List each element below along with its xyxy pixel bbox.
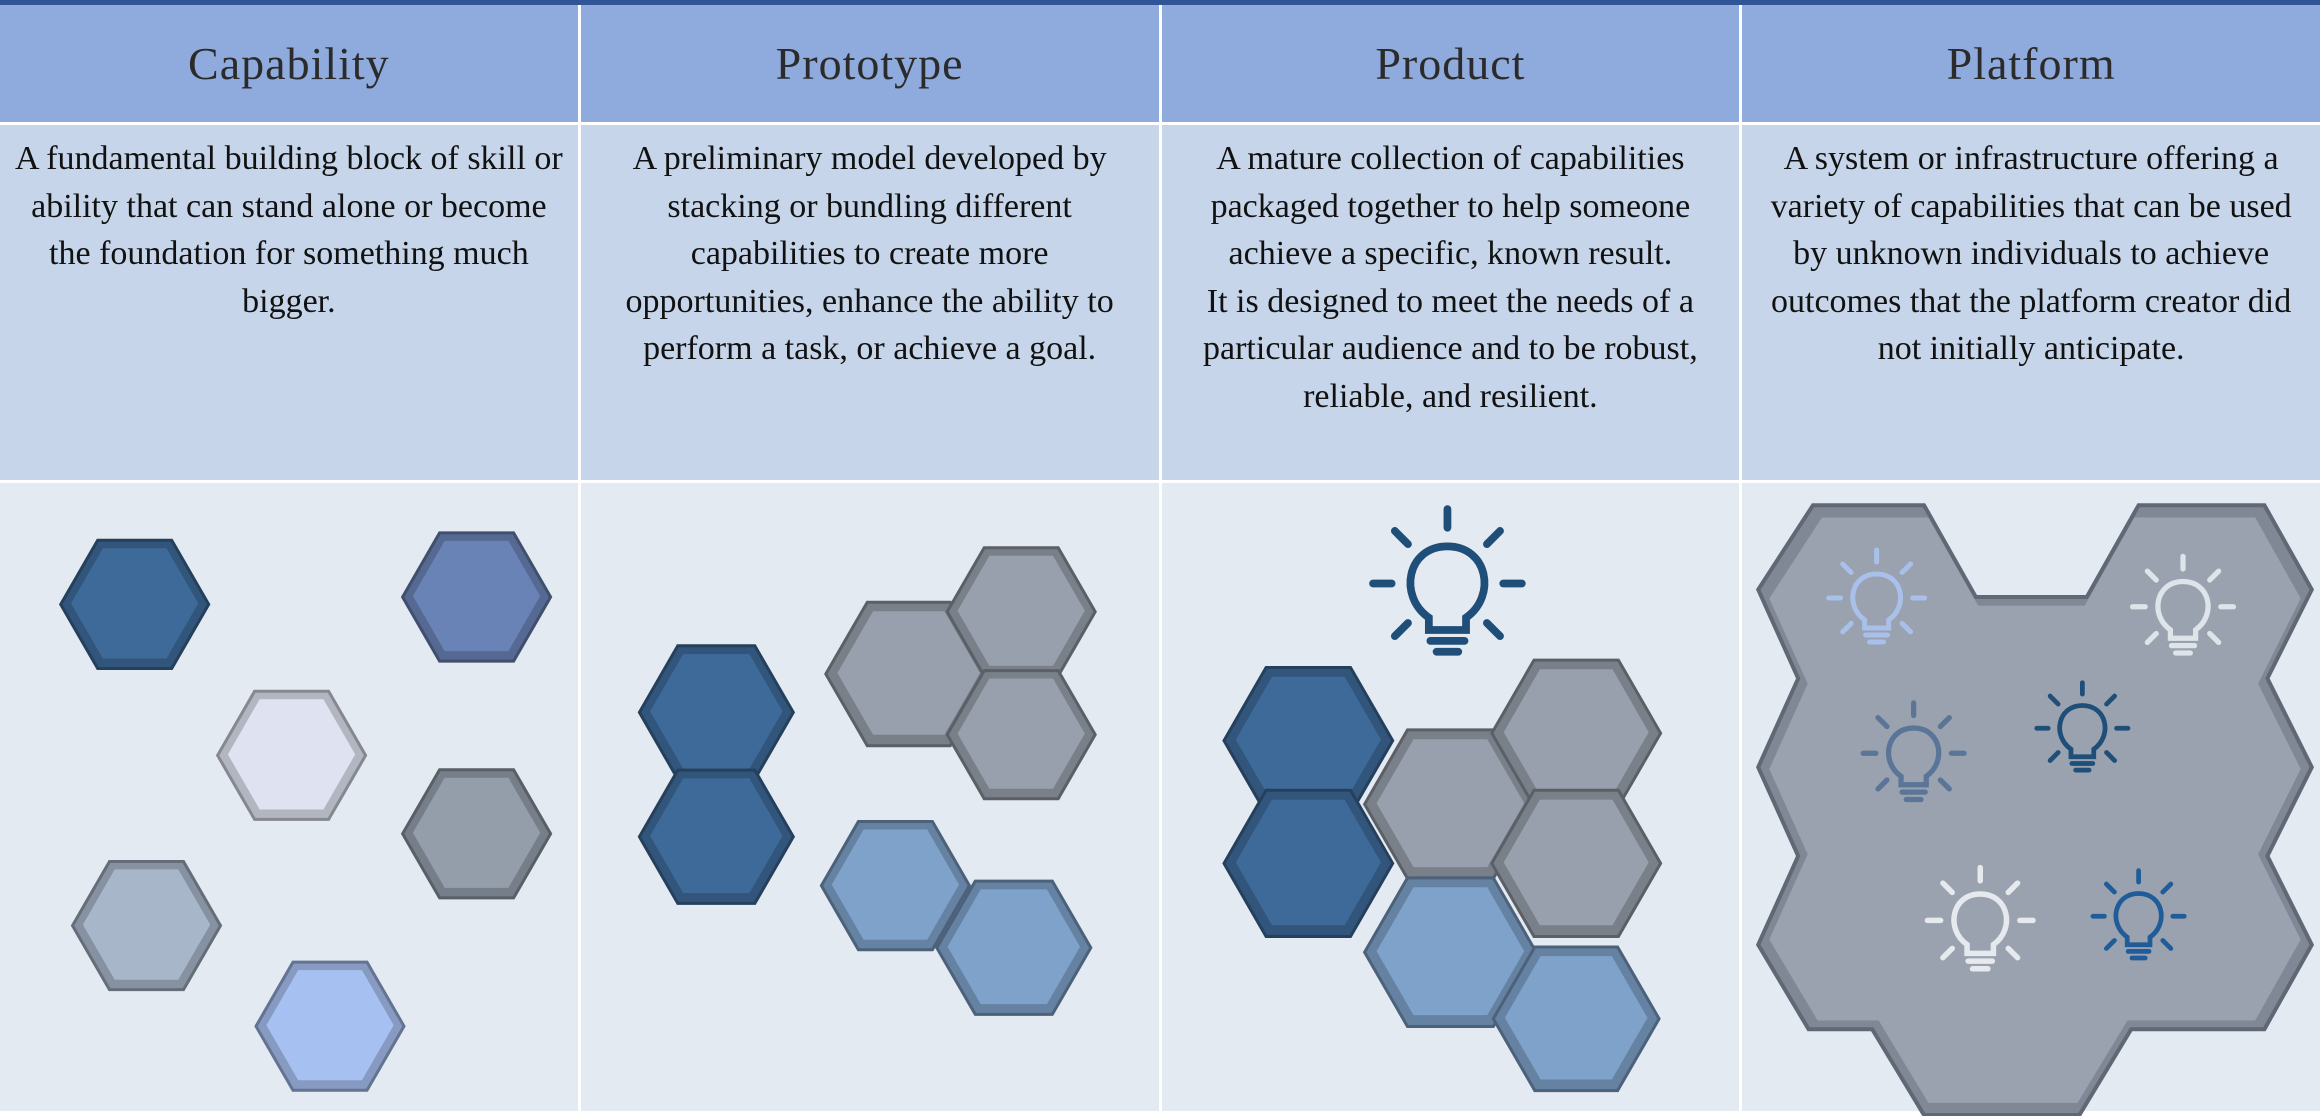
bulb-ray	[1840, 561, 1854, 576]
bulb-ray	[1875, 777, 1890, 792]
hexagon-face	[650, 778, 783, 894]
hexagon-face	[1235, 799, 1381, 926]
hexagon-face	[412, 540, 541, 652]
bulb-outline	[1406, 542, 1489, 634]
platform-face	[1769, 517, 2301, 1103]
lightbulb-icon	[1369, 505, 1526, 656]
lightbulb-icon	[2090, 868, 2187, 961]
bulb-ray	[2207, 630, 2222, 646]
hexagon-face	[266, 970, 394, 1081]
bulb-outline	[2113, 891, 2164, 948]
bulb-ray	[1899, 561, 1914, 576]
column-description: A fundamental building block of skill or…	[0, 125, 578, 480]
hexagon-face	[831, 829, 959, 940]
column-title: Capability	[0, 5, 578, 122]
column-title: Prototype	[580, 5, 1159, 122]
bulb-ray	[2005, 945, 2021, 961]
bulb-outline	[1850, 571, 1904, 631]
bulb-ray	[1937, 714, 1952, 730]
bulb-ray	[1483, 619, 1504, 641]
bulb-ray	[2103, 938, 2117, 951]
hexagon-face	[412, 777, 541, 888]
description-text: A system or infrastructure offering a va…	[1770, 140, 2292, 367]
lightbulb-icon	[2034, 680, 2131, 773]
column-description: A preliminary model developed by stackin…	[580, 125, 1159, 480]
bulb-ray	[2144, 630, 2159, 646]
bulb-ray	[2103, 881, 2117, 895]
bulb-ray	[2207, 568, 2222, 583]
bulb-outline	[1885, 725, 1942, 788]
hexagon-face	[71, 548, 199, 659]
illustrations	[58, 503, 2315, 1116]
description-text: A preliminary model developed by stackin…	[625, 140, 1114, 367]
bulb-ray	[1390, 527, 1412, 548]
hexagon-face	[227, 699, 356, 810]
hexagon-face	[1503, 669, 1649, 795]
column-description: A system or infrastructure offering a va…	[1742, 125, 2320, 480]
hexagon-face	[650, 654, 783, 769]
bulb-ray	[2005, 880, 2021, 896]
bulb-ray	[2047, 750, 2061, 763]
bulb-ray	[1940, 880, 1955, 896]
lightbulb-icon	[1860, 700, 1967, 803]
lightbulb-icon	[1826, 547, 1928, 645]
hexagon-face	[837, 611, 980, 735]
bulb-ray	[2160, 938, 2174, 951]
column-description: A mature collection of capabilities pack…	[1161, 125, 1740, 480]
hexagon-face	[957, 678, 1085, 789]
description-text: It is designed to meet the needs of a pa…	[1203, 282, 1698, 415]
bulb-ray	[1390, 619, 1412, 641]
bulb-outline	[1951, 891, 2010, 957]
hexagon-face	[1235, 676, 1381, 803]
comparison-table: Capability Prototype Product Platform A fund…	[0, 5, 2320, 1111]
hexagon-face	[947, 889, 1080, 1005]
lightbulb-icon	[1924, 864, 2036, 972]
lightbulb-icon	[2129, 553, 2237, 656]
description-text: A mature collection of capabilities pack…	[1210, 140, 1691, 272]
description-text: A fundamental building block of skill or…	[15, 140, 563, 320]
bulb-ray	[1483, 527, 1504, 548]
bulb-ray	[1840, 620, 1854, 635]
bulb-outline	[2155, 578, 2211, 641]
column-title: Product	[1161, 5, 1740, 122]
hexagon-face	[1503, 799, 1649, 926]
hexagon-face	[1504, 956, 1648, 1080]
bulb-ray	[1899, 620, 1914, 635]
bulb-ray	[2047, 693, 2061, 707]
column-title: Platform	[1742, 5, 2320, 122]
bulb-ray	[1940, 945, 1955, 961]
bulb-ray	[2160, 881, 2174, 895]
bulb-ray	[1937, 777, 1952, 792]
hexagon-face	[82, 869, 211, 980]
bulb-outline	[2057, 703, 2108, 760]
bulb-ray	[2104, 693, 2117, 707]
hexagon-face	[957, 555, 1085, 666]
hexagon-face	[1376, 887, 1525, 1016]
bulb-ray	[1875, 714, 1890, 730]
bulb-ray	[2104, 750, 2117, 763]
bulb-ray	[2144, 568, 2159, 583]
hexagon-face	[1376, 739, 1525, 868]
